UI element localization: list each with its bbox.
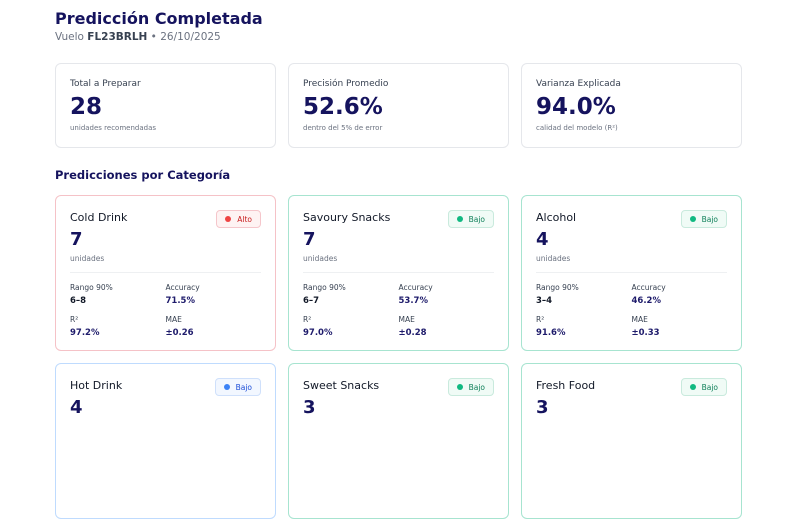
category-name: Sweet Snacks bbox=[303, 379, 380, 392]
category-units: 7 bbox=[303, 229, 316, 250]
unit-label: unidades bbox=[303, 254, 338, 263]
category-grid: Cold Drink Alto 7 unidades Rango 90% 6–8 A… bbox=[55, 195, 742, 519]
status-dot-icon bbox=[456, 384, 463, 390]
metric-range: Rango 90% 6–7 bbox=[303, 283, 346, 306]
category-card[interactable]: Hot Drink Bajo 4 bbox=[55, 363, 276, 519]
status-dot-icon bbox=[689, 384, 696, 390]
stat-variance: Varianza Explicada 94.0% calidad del model… bbox=[521, 63, 742, 148]
category-units: 4 bbox=[536, 229, 549, 250]
divider bbox=[536, 272, 727, 273]
status-dot-icon bbox=[689, 216, 696, 222]
metric-mae: MAE ±0.33 bbox=[631, 315, 660, 338]
category-card[interactable]: Cold Drink Alto 7 unidades Rango 90% 6–8 A… bbox=[55, 195, 276, 351]
metric-r2: R² 97.0% bbox=[303, 315, 333, 338]
risk-badge: Bajo bbox=[447, 378, 494, 396]
category-units: 4 bbox=[70, 397, 83, 418]
status-dot-icon bbox=[456, 216, 463, 222]
metric-range: Rango 90% 3–4 bbox=[536, 283, 579, 306]
metric-range: Rango 90% 6–8 bbox=[70, 283, 113, 306]
flight-info: Vuelo FL23BRLH • 26/10/2025 bbox=[55, 31, 221, 43]
risk-badge: Alto bbox=[216, 210, 261, 228]
unit-label: unidades bbox=[536, 254, 571, 263]
category-name: Alcohol bbox=[536, 211, 577, 224]
status-dot-icon bbox=[223, 384, 230, 390]
page-title: Predicción Completada bbox=[55, 9, 263, 28]
metric-r2: R² 91.6% bbox=[536, 315, 566, 338]
metric-accuracy: Accuracy 53.7% bbox=[398, 283, 433, 306]
flight-date: 26/10/2025 bbox=[160, 31, 221, 43]
metrics: Rango 90% 6–7 Accuracy 53.7% R² 97.0% MAE ±0… bbox=[303, 283, 494, 338]
status-dot-icon bbox=[225, 216, 232, 222]
metric-r2: R² 97.2% bbox=[70, 315, 100, 338]
stat-precision: Precisión Promedio 52.6% dentro del 5% de … bbox=[288, 63, 509, 148]
metrics: Rango 90% 6–8 Accuracy 71.5% R² 97.2% MAE ±0… bbox=[70, 283, 261, 338]
metric-accuracy: Accuracy 46.2% bbox=[631, 283, 666, 306]
metric-mae: MAE ±0.26 bbox=[165, 315, 194, 338]
category-units: 3 bbox=[536, 397, 549, 418]
risk-badge: Bajo bbox=[214, 378, 261, 396]
category-card[interactable]: Fresh Food Bajo 3 bbox=[521, 363, 742, 519]
flight-code: FL23BRLH bbox=[87, 31, 148, 43]
metric-accuracy: Accuracy 71.5% bbox=[165, 283, 200, 306]
category-card[interactable]: Savoury Snacks Bajo 7 unidades Rango 90% 6… bbox=[288, 195, 509, 351]
category-name: Hot Drink bbox=[70, 379, 123, 392]
divider bbox=[303, 272, 494, 273]
unit-label: unidades bbox=[70, 254, 105, 263]
risk-badge: Bajo bbox=[680, 210, 727, 228]
risk-badge: Bajo bbox=[680, 378, 727, 396]
summary-stats: Total a Preparar 28 unidades recomendadas … bbox=[55, 63, 742, 148]
category-card[interactable]: Sweet Snacks Bajo 3 bbox=[288, 363, 509, 519]
category-card[interactable]: Alcohol Bajo 4 unidades Rango 90% 3–4 Accu… bbox=[521, 195, 742, 351]
category-name: Cold Drink bbox=[70, 211, 128, 224]
risk-badge: Bajo bbox=[447, 210, 494, 228]
section-title: Predicciones por Categoría bbox=[55, 168, 231, 182]
metric-mae: MAE ±0.28 bbox=[398, 315, 427, 338]
stat-total: Total a Preparar 28 unidades recomendadas bbox=[55, 63, 276, 148]
metrics: Rango 90% 3–4 Accuracy 46.2% R² 91.6% MAE ±0… bbox=[536, 283, 727, 338]
category-units: 7 bbox=[70, 229, 83, 250]
divider bbox=[70, 272, 261, 273]
category-units: 3 bbox=[303, 397, 316, 418]
category-name: Fresh Food bbox=[536, 379, 596, 392]
category-name: Savoury Snacks bbox=[303, 211, 391, 224]
